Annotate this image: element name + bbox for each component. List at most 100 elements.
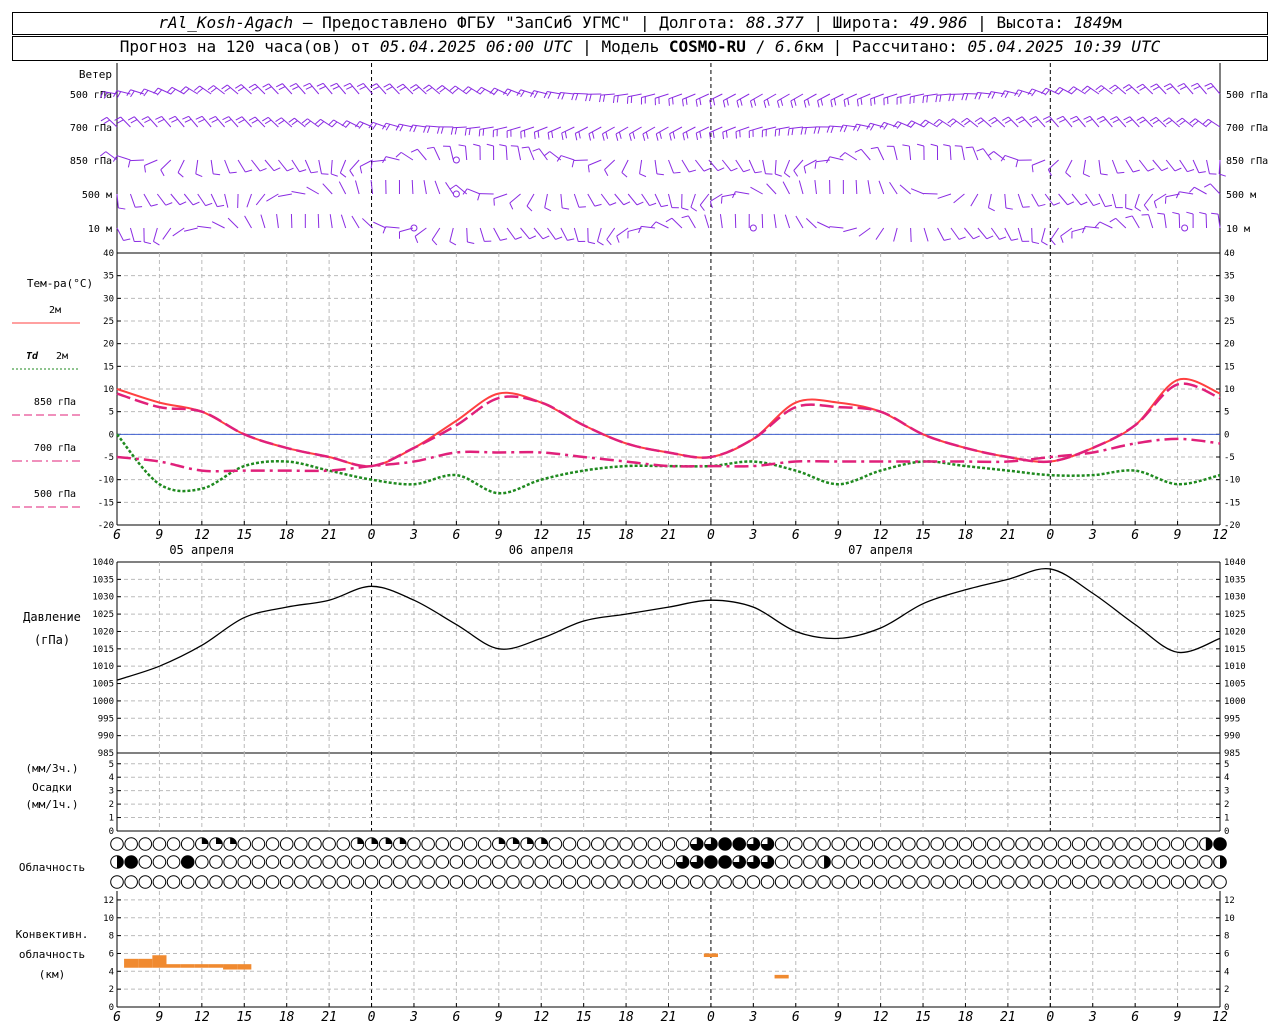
wind-barb-flag [1153, 201, 1157, 209]
temp-hour-label: 0 [1046, 528, 1054, 543]
wind-barb [964, 227, 974, 240]
wind-barb [376, 83, 387, 95]
wind-barb [1183, 83, 1194, 95]
cloud-fill [215, 837, 223, 844]
wind-barb [449, 227, 454, 242]
wind-barb [493, 193, 508, 200]
wind-barb-flag [1017, 90, 1023, 98]
wind-barb-flag [1050, 239, 1056, 246]
wind-barb-flag [1056, 115, 1064, 120]
wind-barb-flag [358, 122, 364, 129]
cloud-circle [492, 875, 506, 889]
wind-barb-flag [615, 133, 619, 141]
wind-barb-flag [571, 160, 575, 168]
wind-barb-flag [265, 86, 272, 91]
cloud-fill [371, 837, 378, 844]
wind-barb [152, 227, 158, 242]
wind-barb [267, 116, 279, 128]
wind-barb-flag [689, 169, 697, 173]
wind-barb-flag [599, 95, 602, 103]
cloud-circle [237, 875, 252, 889]
wind-barb [1155, 116, 1167, 128]
wind-barb [970, 193, 979, 207]
wind-barb [268, 83, 279, 95]
conv-hour-label: 9 [156, 1010, 164, 1024]
wind-barb-flag [466, 88, 472, 94]
wind-barb [830, 93, 844, 101]
wind-barb-flag [349, 170, 355, 177]
wind-barb [614, 93, 629, 97]
wind-barb-flag [1152, 119, 1160, 125]
cloud-circle [1001, 837, 1015, 851]
temp-tick-label: 35 [1224, 272, 1235, 282]
cloud-circle [251, 875, 266, 889]
wind-barb-flag [412, 86, 420, 92]
wind-barb-flag [754, 171, 762, 174]
wind-barb-flag [516, 89, 522, 96]
wind-barb-flag [561, 92, 565, 100]
wind-barb-flag [489, 87, 495, 94]
cloud-circle [916, 875, 930, 889]
wind-barb-flag [372, 123, 377, 130]
cloud-fill [718, 837, 732, 851]
temp-tick-label: 40 [1224, 249, 1235, 259]
wind-level-label-right: 500 гПа [1226, 90, 1268, 101]
wind-barb [682, 93, 696, 100]
wind-barb [966, 117, 979, 128]
wind-level-label-right: 10 м [1226, 224, 1250, 235]
cloud-circle [887, 855, 902, 869]
wind-barb-flag [1125, 215, 1133, 219]
wind-barb-flag [575, 93, 579, 101]
wind-barb-flag [222, 116, 229, 121]
cloud-circle [1100, 837, 1114, 851]
cloud-circle [1114, 837, 1128, 851]
cloud-circle [477, 875, 492, 889]
wind-barb-flag [1186, 211, 1194, 215]
conv-tick-label: 8 [1224, 932, 1229, 942]
wind-barb-flag [273, 167, 281, 172]
wind-barb-flag [817, 126, 821, 134]
cloud-circle [930, 855, 944, 869]
conv-bar [166, 964, 181, 968]
wind-barb-flag [130, 119, 138, 124]
wind-barb-flag [478, 129, 481, 137]
wind-barb [144, 88, 158, 95]
conv-hour-label: 12 [533, 1010, 549, 1024]
wind-barb-flag [673, 171, 681, 174]
wind-barb [668, 93, 683, 100]
wind-barb [668, 193, 673, 208]
wind-barb-flag [685, 131, 689, 139]
wind-barb [762, 126, 777, 131]
wind-barb [748, 159, 756, 173]
wind-barb-flag [743, 169, 751, 173]
wind-barb-flag [813, 126, 817, 134]
temp-series-1 [116, 433, 1221, 495]
wind-barb-flag [359, 85, 367, 90]
wind-barb [1179, 191, 1194, 195]
wind-barb-flag [1084, 87, 1091, 94]
wind-barb-flag [1204, 82, 1212, 87]
wind-barb [695, 159, 705, 172]
wind-barb-flag [331, 121, 338, 128]
cloud-circle [1043, 837, 1058, 851]
wind-barb-flag [922, 96, 925, 104]
temp-hour-label: 9 [834, 528, 842, 543]
wind-barb-flag [493, 198, 495, 206]
wind-barb-flag [135, 206, 143, 208]
temp-hour-label: 15 [915, 528, 931, 543]
temp-legend-label: 2м [56, 351, 68, 362]
wind-barb [1008, 116, 1019, 128]
wind-barb [1041, 227, 1046, 242]
wind-barb-flag [217, 204, 225, 208]
wind-barb-flag [208, 115, 216, 120]
temp-title: Тем-ра(°С) [27, 277, 93, 290]
wind-barb [587, 193, 596, 207]
wind-barb [533, 227, 544, 240]
wind-barb-flag [636, 201, 644, 206]
wind-barb [1143, 193, 1154, 206]
wind-barb-flag [791, 128, 794, 136]
wind-barb-flag [681, 207, 689, 211]
temp-hour-label: 15 [576, 528, 592, 543]
conv-hour-label: 6 [1131, 1010, 1139, 1024]
